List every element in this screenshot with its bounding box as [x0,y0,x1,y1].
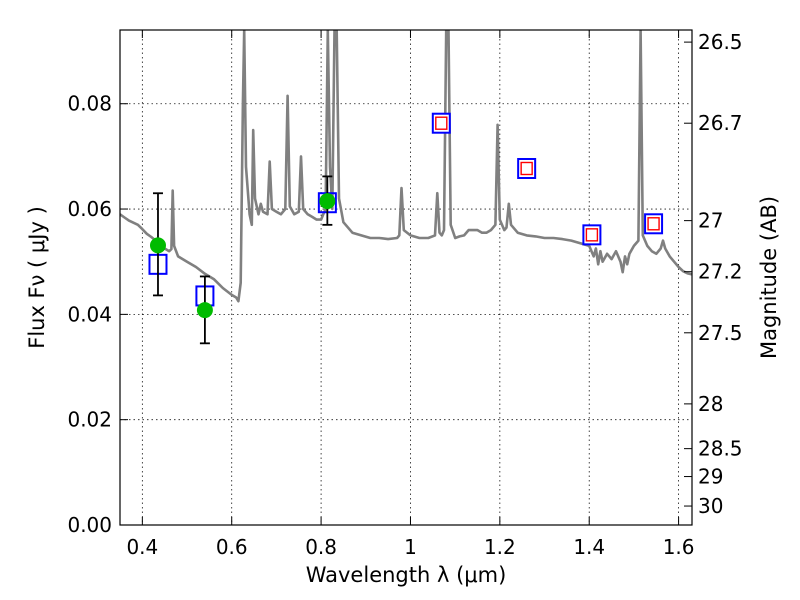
grid-layer [120,30,692,526]
y-tick-label: 0.08 [67,92,112,116]
right-tick-label: 27.2 [698,260,743,284]
x-tick-label: 0.6 [216,535,248,559]
plot-frame [119,29,693,526]
plot-layer [120,30,692,345]
x-tick-label: 1.2 [484,535,516,559]
y-tick-label: 0.00 [67,513,112,537]
inner-square-point [520,161,533,176]
right-tick-label: 28 [698,392,723,416]
inner-square-point [647,217,660,231]
right-tick-label: 27.5 [698,321,743,345]
x-tick-label: 0.4 [126,535,158,559]
circle-point [149,237,166,254]
x-tick-label: 1.6 [663,535,695,559]
y-axis-label: Flux Fν ( μJy ) [25,206,49,349]
y-tick-label: 0.04 [67,302,112,326]
right-tick-label: 30 [698,494,723,518]
outer-square-point [431,112,451,134]
axes-layer: 0.4 0.6 0.8 1 1.2 1.4 1.6 0.00 0.02 0.04 0.06 0.08 2… [67,29,743,559]
outer-square-point [517,157,537,179]
inner-square-point [585,228,599,242]
circle-point [196,302,213,319]
right-tick-label: 26.5 [698,30,743,54]
right-tick-label: 29 [698,465,723,489]
y-tick-label: 0.02 [67,408,112,432]
y-tick-label: 0.06 [67,197,112,221]
right-tick-label: 26.7 [698,111,743,135]
right-axis-label: Magnitude (AB) [757,196,781,359]
right-tick-label: 28.5 [698,437,743,461]
label-layer: Wavelength λ (μm) Flux Fν ( μJy ) Magnit… [25,196,781,587]
inner-square-point [435,116,448,130]
outer-square-point [582,224,602,246]
right-tick-label: 27 [698,209,723,233]
x-tick-label: 1.4 [573,535,605,559]
x-tick-label: 1 [404,535,417,559]
x-tick-label: 0.8 [305,535,337,559]
spectrum-line [120,30,692,303]
outer-square-point [644,213,664,235]
x-axis-label: Wavelength λ (μm) [306,563,507,587]
circle-point [319,193,336,210]
